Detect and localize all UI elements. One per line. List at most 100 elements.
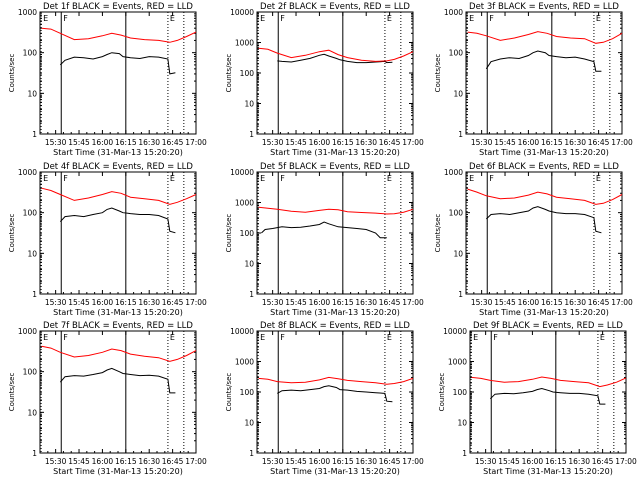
y-axis-label: Counts/sec — [225, 54, 233, 93]
y-tick-label: 1 — [249, 449, 254, 458]
y-tick-label: 100 — [23, 49, 38, 58]
flag-label: E — [170, 14, 175, 23]
plot-frame — [469, 330, 627, 454]
y-tick-label: 100 — [23, 368, 38, 377]
x-tick-label: 17:00 — [611, 138, 633, 147]
y-axis-label: Counts/sec — [8, 373, 16, 412]
x-tick-label: 16:15 — [115, 457, 137, 466]
x-axis-label: Start Time (31-Mar-13 15:20:20) — [53, 467, 183, 476]
y-tick-label: 100 — [449, 209, 464, 218]
x-tick-label: 15:30 — [262, 298, 284, 307]
y-tick-label: 1000 — [448, 358, 467, 367]
flag-label: F — [63, 14, 68, 23]
x-tick-label: 15:30 — [45, 138, 67, 147]
y-tick-label: 10 — [457, 419, 467, 428]
chart-title: Det 5f BLACK = Events, RED = LLD — [260, 162, 410, 172]
x-tick-label: 15:45 — [68, 298, 90, 307]
x-tick-label: 17:00 — [402, 298, 424, 307]
events-series-line — [261, 221, 387, 239]
y-tick-label: 10 — [27, 408, 37, 417]
x-tick-label: 16:45 — [588, 298, 610, 307]
y-tick-label: 100 — [240, 229, 255, 238]
events-series-line — [277, 53, 393, 64]
y-tick-label: 1000 — [444, 168, 463, 177]
y-tick-label: 10000 — [443, 327, 467, 336]
y-tick-label: 1 — [32, 130, 37, 139]
x-tick-label: 17:00 — [185, 298, 207, 307]
x-axis-label: Start Time (31-Mar-13 15:20:20) — [270, 467, 400, 476]
x-tick-label: 16:30 — [355, 457, 377, 466]
x-tick-label: 16:00 — [92, 298, 114, 307]
y-tick-label: 1 — [458, 130, 463, 139]
y-tick-label: 1000 — [18, 8, 37, 17]
x-tick-label: 16:45 — [162, 138, 184, 147]
x-tick-label: 16:15 — [541, 298, 563, 307]
x-tick-label: 16:30 — [564, 138, 586, 147]
plot-frame — [465, 171, 623, 295]
x-tick-label: 16:15 — [115, 298, 137, 307]
flag-label: E — [596, 174, 601, 183]
x-tick-label: 16:45 — [592, 457, 614, 466]
x-tick-label: 15:45 — [68, 457, 90, 466]
x-tick-label: 15:45 — [494, 138, 516, 147]
x-axis-label: Start Time (31-Mar-13 15:20:20) — [479, 148, 609, 157]
y-tick-label: 10000 — [230, 327, 254, 336]
x-tick-label: 16:30 — [138, 457, 160, 466]
x-tick-label: 16:00 — [92, 138, 114, 147]
lld-series-line — [258, 47, 414, 62]
events-series-line — [489, 387, 606, 405]
lld-series-line — [41, 345, 197, 362]
flag-label: E — [473, 333, 478, 342]
plot-frame — [256, 171, 414, 295]
y-tick-label: 10 — [244, 100, 254, 109]
lld-series-line — [41, 27, 197, 43]
flag-label: E — [469, 174, 474, 183]
y-tick-label: 100 — [449, 49, 464, 58]
lld-series-line — [41, 187, 197, 205]
x-tick-label: 16:15 — [332, 298, 354, 307]
y-tick-label: 10 — [244, 419, 254, 428]
y-axis-label: Counts/sec — [434, 54, 442, 93]
events-series-line — [59, 52, 176, 75]
chart-title: Det 6f BLACK = Events, RED = LLD — [469, 162, 619, 172]
flag-label: F — [63, 333, 68, 342]
flag-label: E — [387, 174, 392, 183]
y-tick-label: 1000 — [444, 8, 463, 17]
y-tick-label: 100 — [240, 388, 255, 397]
chart-title: Det 1f BLACK = Events, RED = LLD — [43, 2, 193, 12]
flag-label: F — [280, 174, 285, 183]
x-tick-label: 16:00 — [518, 138, 540, 147]
events-series-line — [485, 206, 602, 234]
y-axis-label: Counts/sec — [8, 214, 16, 253]
y-tick-label: 100 — [240, 69, 255, 78]
y-tick-label: 1 — [32, 449, 37, 458]
flag-label: E — [387, 14, 392, 23]
y-tick-label: 1000 — [235, 39, 254, 48]
x-tick-label: 16:15 — [332, 138, 354, 147]
y-tick-label: 10 — [27, 249, 37, 258]
x-tick-label: 16:30 — [355, 298, 377, 307]
x-tick-label: 16:30 — [138, 298, 160, 307]
x-tick-label: 16:30 — [568, 457, 590, 466]
x-tick-label: 17:00 — [611, 298, 633, 307]
x-tick-label: 16:15 — [115, 138, 137, 147]
lld-series-line — [258, 206, 414, 215]
chart-title: Det 2f BLACK = Events, RED = LLD — [260, 2, 410, 12]
y-tick-label: 1000 — [235, 358, 254, 367]
x-tick-label: 15:45 — [285, 138, 307, 147]
plot-frame — [256, 11, 414, 135]
lld-series-line — [258, 376, 414, 385]
chart-title: Det 8f BLACK = Events, RED = LLD — [260, 321, 410, 331]
x-tick-label: 15:30 — [262, 138, 284, 147]
flag-label: E — [596, 14, 601, 23]
y-axis-label: Counts/sec — [434, 214, 442, 253]
y-tick-label: 1000 — [18, 327, 37, 336]
y-tick-label: 10000 — [230, 8, 254, 17]
x-tick-label: 17:00 — [402, 457, 424, 466]
events-series-line — [59, 207, 176, 234]
x-tick-label: 16:00 — [522, 457, 544, 466]
chart-title: Det 3f BLACK = Events, RED = LLD — [469, 2, 619, 12]
x-tick-label: 15:45 — [285, 298, 307, 307]
x-tick-label: 15:30 — [45, 457, 67, 466]
x-tick-label: 15:30 — [471, 298, 493, 307]
